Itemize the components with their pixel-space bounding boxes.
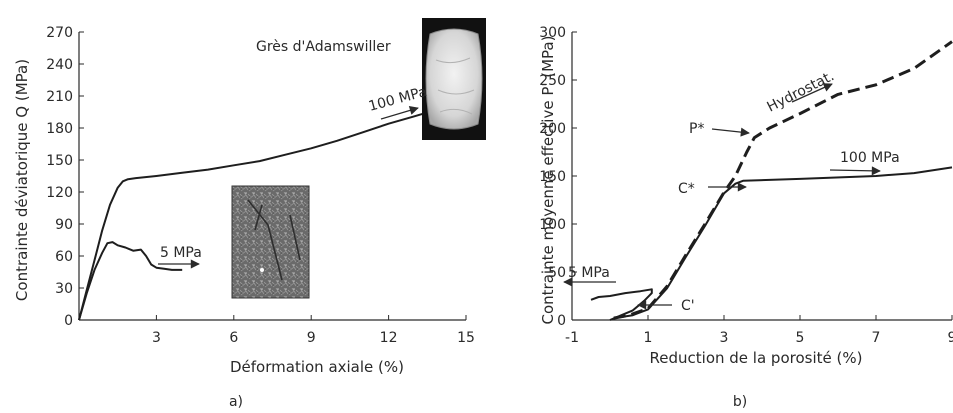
- chart-a-annotation-5mpa: 5 MPa: [160, 245, 202, 261]
- y-tick-label: 120: [46, 185, 73, 201]
- chart-b-panel-label: b): [733, 394, 747, 410]
- series-line-hydrostat: [613, 40, 953, 320]
- x-tick-label: 3: [152, 330, 161, 346]
- chart-a-panel-label: a): [229, 394, 243, 410]
- y-tick-label: 0: [64, 313, 73, 329]
- chart-b: 0 50 100 150 200 250 300 -1 1 3 5 7 9 P* C* C' Hydr…: [539, 25, 953, 410]
- sample-photo-100mpa: [422, 18, 486, 140]
- x-tick-label: 9: [948, 330, 953, 346]
- x-tick-label: 15: [457, 330, 475, 346]
- series-line-5-mpa: [590, 288, 653, 321]
- arrow-100mpa-b: [829, 166, 881, 176]
- y-tick-label: 0: [557, 313, 566, 329]
- x-tick-label: 1: [644, 330, 653, 346]
- chart-a-title: Grès d'Adamswiller: [256, 39, 391, 55]
- y-tick-label: 210: [46, 89, 73, 105]
- y-tick-label: 300: [539, 25, 566, 41]
- chart-b-annotation-100mpa: 100 MPa: [840, 150, 900, 166]
- arrow-hydrostat: [791, 83, 833, 103]
- arrow-100mpa: [380, 105, 419, 120]
- chart-a-x-ticks: 3 6 9 12 15: [152, 315, 475, 346]
- x-tick-label: 9: [307, 330, 316, 346]
- y-tick-label: 150: [46, 153, 73, 169]
- y-tick-label: 150: [539, 169, 566, 185]
- chart-a-x-label: Déformation axiale (%): [230, 358, 404, 376]
- y-tick-label: 100: [539, 217, 566, 233]
- y-tick-label: 180: [46, 121, 73, 137]
- y-tick-label: 50: [548, 265, 566, 281]
- chart-b-annotation-p-star: P*: [689, 121, 704, 137]
- chart-b-x-ticks: -1 1 3 5 7 9: [565, 315, 953, 346]
- chart-a-y-label: Contrainte déviatorique Q (MPa): [13, 59, 31, 301]
- arrow-p-star: [711, 127, 750, 137]
- y-tick-label: 60: [55, 249, 73, 265]
- y-tick-label: 240: [46, 57, 73, 73]
- chart-b-annotation-hydrostat: Hydrostat.: [765, 68, 837, 115]
- y-tick-label: 200: [539, 121, 566, 137]
- x-tick-label: 7: [872, 330, 881, 346]
- chart-b-y-ticks: 0 50 100 150 200 250 300: [539, 25, 577, 329]
- chart-b-annotation-5mpa: 5 MPa: [568, 265, 610, 281]
- series-line-100-mpa: [78, 109, 433, 321]
- chart-a-axes: [78, 32, 466, 321]
- chart-b-series: [590, 40, 953, 321]
- chart-b-annotation-c-prime: C': [681, 298, 695, 314]
- y-tick-label: 90: [55, 217, 73, 233]
- x-tick-label: 5: [796, 330, 805, 346]
- y-tick-label: 30: [55, 281, 73, 297]
- x-tick-label: 6: [229, 330, 238, 346]
- chart-a-annotation-100mpa: 100 MPa: [367, 84, 429, 115]
- y-tick-label: 250: [539, 73, 566, 89]
- chart-b-y-label: Contrainte moyenne effective P' (MPa): [539, 36, 557, 325]
- x-tick-label: 3: [720, 330, 729, 346]
- chart-b-annotation-c-star: C*: [678, 181, 695, 197]
- y-tick-label: 270: [46, 25, 73, 41]
- series-line-5-mpa: [78, 241, 183, 321]
- series-line-100-mpa: [613, 166, 953, 320]
- chart-a-series: [78, 109, 433, 321]
- x-tick-label: -1: [565, 330, 579, 346]
- chart-a: 0 30 60 90 120 150 180 210 240 270 3 6 9 12 15 Grès d…: [13, 18, 486, 410]
- chart-b-x-label: Reduction de la porosité (%): [650, 349, 863, 367]
- sample-photo-5mpa: [231, 185, 310, 299]
- chart-a-y-ticks: 0 30 60 90 120 150 180 210 240 270: [46, 25, 84, 329]
- x-tick-label: 12: [380, 330, 398, 346]
- chart-b-axes: [571, 32, 952, 321]
